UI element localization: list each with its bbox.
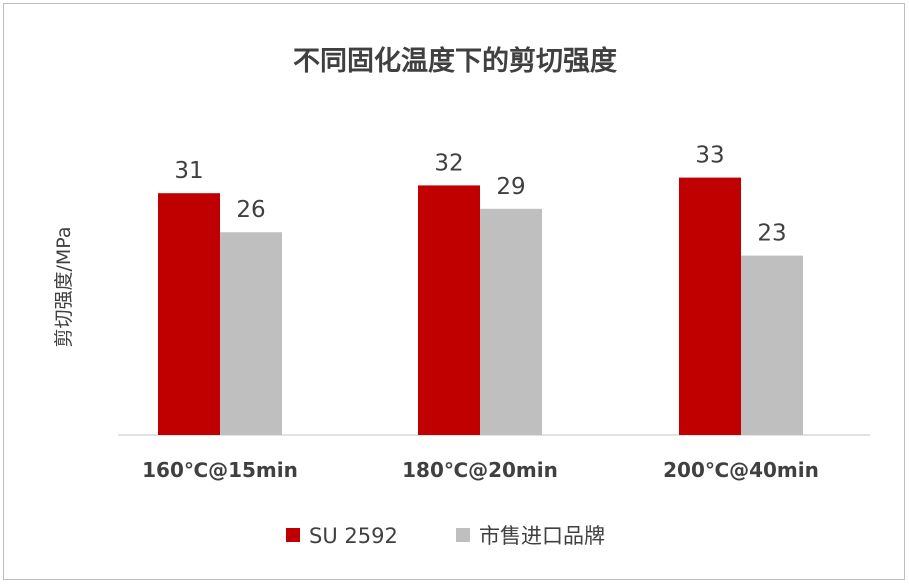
x-tick-label-2: 200℃@40min <box>663 458 819 482</box>
legend-swatch-0 <box>286 528 300 542</box>
legend-label-1: 市售进口品牌 <box>479 524 605 548</box>
data-label-su2592-1: 32 <box>434 150 463 176</box>
bar-imported-2 <box>741 255 803 435</box>
data-label-imported-2: 23 <box>757 221 786 247</box>
data-label-su2592-2: 33 <box>695 143 724 169</box>
y-axis-label: 剪切强度/MPa <box>53 226 75 347</box>
bar-su2592-1 <box>418 185 480 435</box>
legend-label-0: SU 2592 <box>309 524 398 548</box>
data-label-imported-0: 26 <box>236 197 265 223</box>
legend-swatch-1 <box>456 528 470 542</box>
legend: SU 2592 市售进口品牌 <box>286 524 605 548</box>
chart-title: 不同固化温度下的剪切强度 <box>293 45 617 77</box>
bar-imported-0 <box>220 232 282 435</box>
data-label-su2592-0: 31 <box>174 158 203 184</box>
data-label-imported-1: 29 <box>496 174 525 200</box>
x-tick-labels: 160℃@15min 180℃@20min 200℃@40min <box>142 458 819 482</box>
x-tick-label-0: 160℃@15min <box>142 458 298 482</box>
bar-imported-1 <box>480 208 542 435</box>
bars-group: 31 26 32 29 33 23 <box>158 143 803 435</box>
bar-su2592-0 <box>158 193 220 435</box>
x-tick-label-1: 180℃@20min <box>402 458 558 482</box>
bar-su2592-2 <box>679 177 741 435</box>
